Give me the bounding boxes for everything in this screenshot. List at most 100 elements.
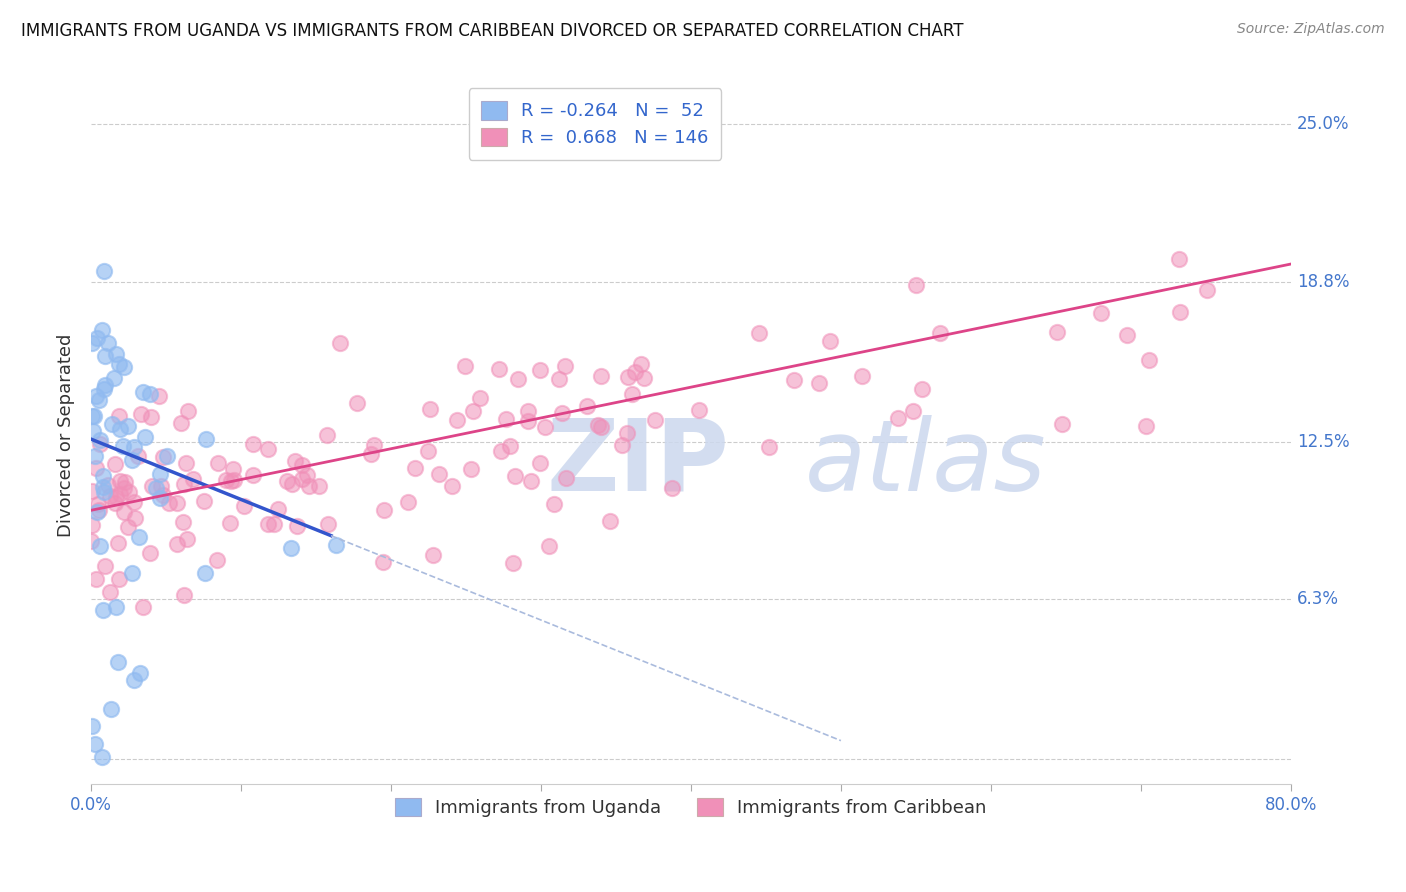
Point bbox=[495, 412, 517, 426]
Point bbox=[93, 485, 115, 500]
Point bbox=[633, 371, 655, 385]
Point bbox=[149, 467, 172, 482]
Point bbox=[291, 458, 314, 473]
Point bbox=[177, 403, 200, 417]
Point bbox=[783, 373, 806, 387]
Point bbox=[488, 361, 510, 376]
Point bbox=[1168, 305, 1191, 319]
Point bbox=[93, 264, 115, 278]
Point bbox=[117, 520, 139, 534]
Point bbox=[661, 482, 683, 496]
Point bbox=[82, 409, 104, 423]
Point bbox=[758, 441, 780, 455]
Point bbox=[517, 413, 540, 427]
Point bbox=[112, 505, 135, 519]
Point bbox=[589, 368, 612, 383]
Point bbox=[127, 449, 149, 463]
Point bbox=[80, 534, 103, 549]
Point bbox=[97, 336, 120, 351]
Point bbox=[108, 357, 131, 371]
Point bbox=[183, 472, 205, 486]
Point bbox=[612, 438, 634, 452]
Point bbox=[100, 585, 122, 599]
Point bbox=[155, 449, 177, 463]
Point bbox=[620, 386, 643, 401]
Point bbox=[108, 409, 131, 423]
Point bbox=[419, 402, 441, 417]
Point bbox=[446, 413, 468, 427]
Point bbox=[124, 511, 146, 525]
Point bbox=[118, 484, 141, 499]
Point bbox=[90, 750, 112, 764]
Point bbox=[911, 382, 934, 396]
Point bbox=[818, 334, 841, 348]
Point bbox=[219, 474, 242, 488]
Point bbox=[901, 404, 924, 418]
Point bbox=[86, 331, 108, 345]
Point bbox=[128, 665, 150, 680]
Point bbox=[325, 538, 347, 552]
Point bbox=[242, 437, 264, 451]
Point bbox=[586, 417, 609, 432]
Point bbox=[110, 422, 132, 436]
Point bbox=[104, 599, 127, 614]
Text: 12.5%: 12.5% bbox=[1296, 433, 1350, 450]
Point bbox=[284, 453, 307, 467]
Point bbox=[454, 359, 477, 373]
Point bbox=[1168, 252, 1191, 267]
Point bbox=[460, 462, 482, 476]
Point bbox=[86, 505, 108, 519]
Point bbox=[280, 541, 302, 555]
Point bbox=[616, 426, 638, 441]
Point bbox=[346, 396, 368, 410]
Point bbox=[122, 494, 145, 508]
Point bbox=[548, 372, 571, 386]
Point bbox=[222, 473, 245, 487]
Point bbox=[91, 480, 114, 494]
Point bbox=[1052, 417, 1074, 431]
Point bbox=[373, 555, 395, 569]
Text: 25.0%: 25.0% bbox=[1296, 115, 1350, 134]
Point bbox=[887, 410, 910, 425]
Point bbox=[173, 476, 195, 491]
Point bbox=[84, 389, 107, 403]
Point bbox=[170, 416, 193, 430]
Point bbox=[373, 503, 395, 517]
Point bbox=[105, 347, 128, 361]
Point bbox=[316, 516, 339, 531]
Point bbox=[124, 673, 146, 688]
Point bbox=[440, 479, 463, 493]
Point bbox=[128, 530, 150, 544]
Point bbox=[195, 432, 218, 446]
Point bbox=[149, 491, 172, 505]
Point bbox=[131, 385, 153, 400]
Point bbox=[688, 403, 710, 417]
Point bbox=[139, 546, 162, 560]
Point bbox=[108, 487, 131, 501]
Point bbox=[91, 323, 114, 337]
Point bbox=[218, 516, 240, 530]
Point bbox=[215, 474, 238, 488]
Point bbox=[427, 467, 450, 482]
Point bbox=[114, 360, 136, 375]
Point bbox=[263, 516, 285, 531]
Point bbox=[84, 461, 107, 475]
Point bbox=[117, 418, 139, 433]
Point bbox=[83, 409, 105, 423]
Point bbox=[141, 479, 163, 493]
Point bbox=[107, 536, 129, 550]
Point bbox=[298, 478, 321, 492]
Point bbox=[80, 483, 103, 498]
Point bbox=[538, 539, 561, 553]
Point bbox=[624, 365, 647, 379]
Point bbox=[256, 516, 278, 531]
Point bbox=[1045, 325, 1067, 339]
Point bbox=[468, 391, 491, 405]
Point bbox=[193, 494, 215, 508]
Point bbox=[148, 389, 170, 403]
Point bbox=[134, 430, 156, 444]
Point bbox=[91, 603, 114, 617]
Point bbox=[93, 383, 115, 397]
Point bbox=[1135, 418, 1157, 433]
Point bbox=[404, 460, 426, 475]
